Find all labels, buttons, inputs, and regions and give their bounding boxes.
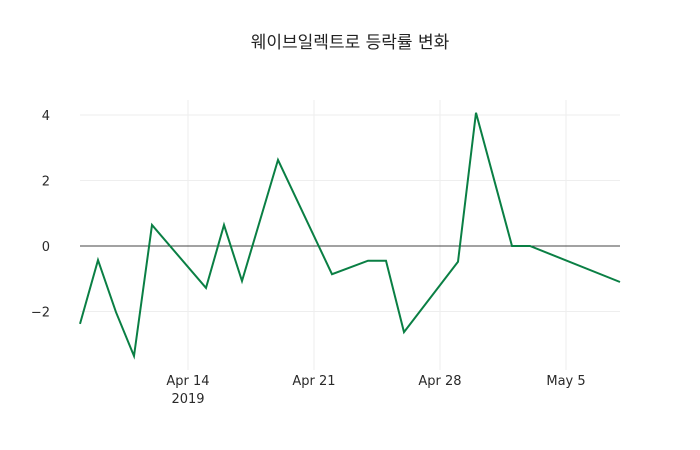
x-tick-year-label: 2019 bbox=[171, 392, 204, 407]
x-axis-ticks: Apr 14 2019 Apr 21 Apr 28 May 5 bbox=[166, 374, 585, 407]
series-line[interactable] bbox=[79, 112, 621, 360]
x-tick-label: Apr 14 bbox=[166, 374, 209, 389]
y-tick-label: 4 bbox=[42, 109, 50, 124]
x-tick-label: Apr 28 bbox=[418, 374, 461, 389]
y-tick-label: −2 bbox=[31, 306, 50, 321]
chart-title: 웨이브일렉트로 등락률 변화 bbox=[251, 33, 450, 53]
plot-area[interactable] bbox=[79, 112, 621, 360]
x-tick-label: May 5 bbox=[546, 374, 585, 389]
y-tick-label: 0 bbox=[42, 240, 50, 255]
y-axis-ticks: 4 2 0 −2 bbox=[31, 109, 50, 321]
x-tick-label: Apr 21 bbox=[292, 374, 335, 389]
y-tick-label: 2 bbox=[42, 175, 50, 190]
